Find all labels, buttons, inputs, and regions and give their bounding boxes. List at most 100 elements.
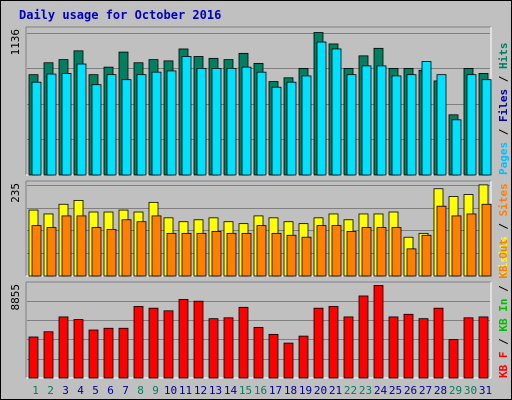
files-bar — [391, 75, 402, 176]
kbytes-bar — [133, 306, 144, 379]
legend-separator: / — [497, 69, 510, 89]
files-bar — [451, 119, 462, 176]
y-tick-label: 1136 — [9, 29, 22, 56]
x-tick-label: 16 — [254, 384, 267, 397]
kbytes-bar — [208, 318, 219, 379]
legend-separator: / — [497, 332, 510, 352]
sites-bar — [286, 234, 297, 277]
kbytes-bar — [103, 327, 114, 379]
files-bar — [346, 74, 357, 176]
files-bar — [481, 79, 492, 176]
sites-bar — [181, 232, 192, 277]
sites-bar — [361, 227, 372, 277]
kbytes-bar — [343, 316, 354, 379]
x-tick-label: 15 — [239, 384, 252, 397]
sites-bar — [406, 248, 417, 277]
sites-bar — [46, 227, 57, 277]
sites-bar — [61, 215, 72, 277]
legend-item: Hits — [497, 43, 510, 70]
sites-bar — [226, 232, 237, 277]
files-bar — [256, 71, 267, 176]
x-tick-label: 9 — [152, 384, 159, 397]
files-bar — [121, 79, 132, 176]
x-tick-label: 18 — [284, 384, 297, 397]
files-bar — [316, 41, 327, 176]
sites-bar — [211, 231, 222, 277]
legend-item: Visits — [497, 236, 510, 276]
kbytes-bar — [28, 336, 39, 379]
x-tick-label: 2 — [47, 384, 54, 397]
files-bar — [361, 65, 372, 176]
sites-bar — [481, 203, 492, 277]
x-tick-label: 17 — [269, 384, 282, 397]
legend-separator: / — [497, 279, 510, 299]
files-bar — [106, 74, 117, 176]
x-tick-label: 27 — [419, 384, 432, 397]
x-tick-label: 4 — [77, 384, 84, 397]
files-bar — [166, 70, 177, 176]
x-tick-label: 1 — [32, 384, 39, 397]
files-bar — [196, 67, 207, 176]
files-bar — [271, 86, 282, 176]
sites-bar — [91, 227, 102, 277]
x-tick-label: 6 — [107, 384, 114, 397]
x-tick-label: 12 — [194, 384, 207, 397]
x-tick-label: 25 — [389, 384, 402, 397]
kbytes-bar — [223, 317, 234, 379]
x-tick-label: 10 — [164, 384, 177, 397]
sites-bar — [466, 213, 477, 277]
kbytes-bar — [193, 300, 204, 379]
x-tick-label: 11 — [179, 384, 192, 397]
kbytes-bar — [163, 310, 174, 379]
sites-bar — [421, 234, 432, 277]
kbytes-bar — [373, 285, 384, 379]
kbytes-bar — [268, 333, 279, 379]
legend-separator: / — [497, 122, 510, 142]
files-bar — [331, 48, 342, 176]
files-bar — [376, 65, 387, 176]
kbytes-bar — [43, 331, 54, 379]
kbytes-bar — [403, 313, 414, 379]
x-tick-label: 30 — [464, 384, 477, 397]
files-bar — [31, 81, 42, 176]
x-tick-label: 3 — [62, 384, 69, 397]
sites-bar — [331, 225, 342, 277]
legend-item: KB In — [497, 299, 510, 332]
files-bar — [136, 74, 147, 176]
files-bar — [46, 73, 57, 176]
kbytes-bar — [358, 295, 369, 379]
kbytes-bar — [88, 329, 99, 379]
sites-bar — [196, 232, 207, 277]
sites-bar — [121, 219, 132, 277]
x-tick-label: 14 — [224, 384, 238, 397]
x-tick-label: 21 — [329, 384, 342, 397]
sites-bar — [391, 227, 402, 277]
kbytes-bar — [433, 307, 444, 379]
x-tick-label: 8 — [137, 384, 144, 397]
files-bar — [61, 73, 72, 176]
x-tick-label: 24 — [374, 384, 388, 397]
files-bar — [211, 67, 222, 176]
legend-item: Sites — [497, 183, 510, 216]
files-bar — [286, 81, 297, 176]
kbytes-bar — [328, 306, 339, 379]
x-tick-label: 5 — [92, 384, 99, 397]
sites-bar — [106, 229, 117, 277]
kbytes-bar — [463, 317, 474, 379]
x-tick-label: 20 — [314, 384, 327, 397]
x-tick-label: 31 — [479, 384, 492, 397]
legend-item: Pages — [497, 142, 510, 175]
y-tick-label: 235 — [9, 183, 22, 203]
sites-bar — [451, 215, 462, 277]
kbytes-bar — [148, 307, 159, 379]
sites-bar — [151, 215, 162, 277]
x-tick-label: 19 — [299, 384, 312, 397]
x-tick-label: 23 — [359, 384, 372, 397]
files-bar — [76, 63, 87, 176]
legend-item: KB Out — [497, 239, 510, 279]
legend-top: Pages / Files / Hits — [497, 43, 510, 176]
sites-bar — [136, 221, 147, 277]
sites-bar — [346, 231, 357, 277]
sites-bar — [316, 225, 327, 277]
